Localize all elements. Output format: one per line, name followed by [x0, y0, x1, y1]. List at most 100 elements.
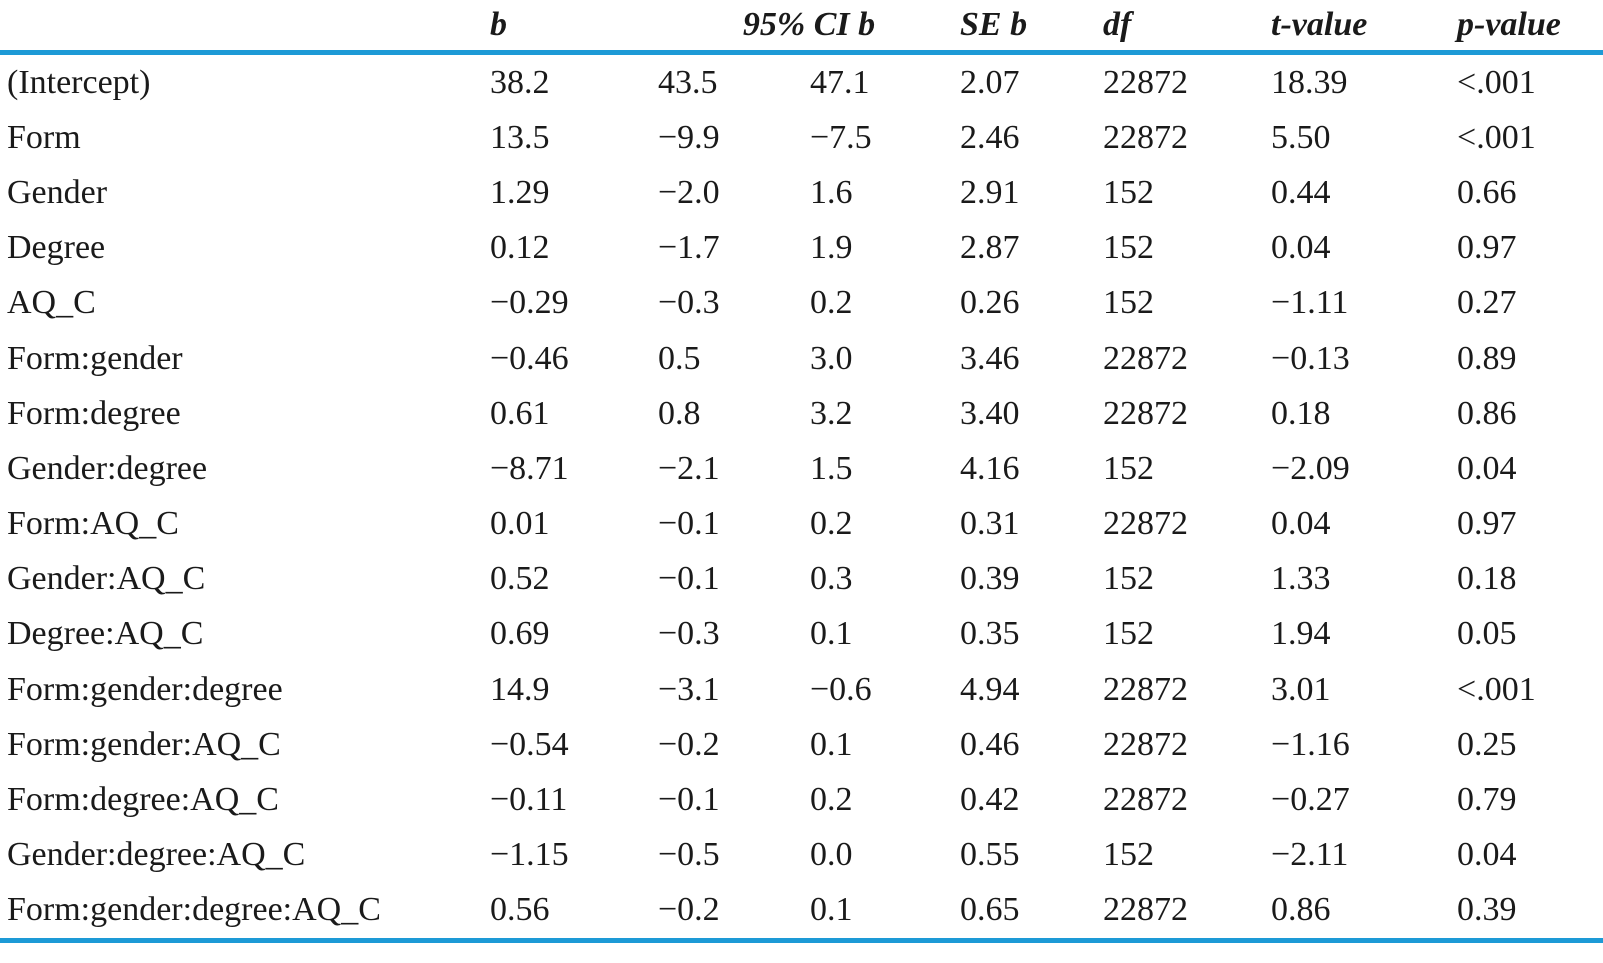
cell-df: 22872 [1103, 63, 1189, 101]
cell-p-value: 0.89 [1457, 339, 1517, 377]
cell-ci-lower: −0.1 [658, 560, 720, 598]
cell-term: Gender:degree:AQ_C [7, 836, 306, 874]
cell-b: 0.12 [490, 229, 550, 267]
table-row: Gender:degree:AQ_C −1.15 −0.5 0.0 0.55 152 −2.… [0, 828, 1603, 883]
cell-ci-upper: −7.5 [810, 118, 872, 156]
cell-p-value: 0.39 [1457, 882, 1603, 943]
cell-df: 152 [1103, 560, 1155, 598]
cell-df: 152 [1103, 615, 1155, 653]
cell-t-value: 0.04 [1271, 505, 1331, 543]
cell-ci-upper: 3.0 [810, 339, 853, 377]
cell-p-value: 0.27 [1457, 284, 1517, 322]
cell-se: 0.46 [960, 725, 1020, 763]
cell-df: 152 [1103, 173, 1155, 211]
table-row: Degree 0.12 −1.7 1.9 2.87 152 0.04 0.97 [0, 221, 1603, 276]
cell-b: −0.54 [490, 725, 569, 763]
cell-ci-lower: −0.2 [658, 725, 720, 763]
cell-ci-lower: 43.5 [658, 63, 718, 101]
cell-se: 3.46 [960, 339, 1020, 377]
cell-se: 0.65 [960, 882, 1104, 943]
cell-term: AQ_C [7, 284, 96, 322]
cell-b: 1.29 [490, 173, 550, 211]
cell-ci-upper: 47.1 [810, 63, 870, 101]
table-row: Form:gender:degree 14.9 −3.1 −0.6 4.94 22872 3… [0, 662, 1603, 717]
cell-term: Form [7, 118, 81, 156]
table-row: Form:gender:degree:AQ_C 0.56 −0.2 0.1 0.65 22… [0, 882, 1603, 943]
header-row: b 95% CI b SE b df t-value p-value [0, 0, 1603, 55]
table-row: Form 13.5 −9.9 −7.5 2.46 22872 5.50 <.001 [0, 110, 1603, 165]
table-row: Gender 1.29 −2.0 1.6 2.91 152 0.44 0.66 [0, 165, 1603, 220]
regression-coefficients-table: b 95% CI b SE b df t-value p-value (Inte… [0, 0, 1603, 943]
cell-t-value: 18.39 [1271, 63, 1348, 101]
cell-b: 0.01 [490, 505, 550, 543]
cell-df: 22872 [1103, 339, 1189, 377]
cell-term: Gender:degree [7, 449, 208, 487]
cell-se: 2.91 [960, 173, 1020, 211]
cell-ci-lower: −3.1 [658, 670, 720, 708]
cell-ci-upper: 0.3 [810, 560, 853, 598]
cell-term: Degree [7, 229, 106, 267]
cell-t-value: 0.18 [1271, 394, 1331, 432]
cell-term: (Intercept) [7, 63, 151, 101]
cell-term: Form:AQ_C [7, 505, 179, 543]
table-row: (Intercept) 38.2 43.5 47.1 2.07 22872 18.39 <.0… [0, 53, 1603, 111]
cell-term: Form:gender:degree [7, 670, 283, 708]
cell-p-value: 0.18 [1457, 560, 1517, 598]
cell-ci-lower: −0.1 [658, 505, 720, 543]
header-df: df [1103, 0, 1272, 55]
cell-ci-lower: −1.7 [658, 229, 720, 267]
table-row: AQ_C −0.29 −0.3 0.2 0.26 152 −1.11 0.27 [0, 276, 1603, 331]
cell-t-value: −1.16 [1271, 725, 1350, 763]
cell-t-value: 5.50 [1271, 118, 1331, 156]
cell-b: −0.46 [490, 339, 569, 377]
cell-se: 0.55 [960, 836, 1020, 874]
cell-b: 13.5 [490, 118, 550, 156]
cell-term: Form:degree [7, 394, 181, 432]
cell-p-value: 0.25 [1457, 725, 1517, 763]
cell-t-value: 1.33 [1271, 560, 1331, 598]
cell-ci-upper: 1.6 [810, 173, 853, 211]
cell-ci-upper: 3.2 [810, 394, 853, 432]
cell-p-value: 0.66 [1457, 173, 1517, 211]
cell-t-value: −1.11 [1271, 284, 1349, 322]
cell-term: Form:degree:AQ_C [7, 781, 279, 819]
cell-t-value: −0.27 [1271, 781, 1350, 819]
cell-df: 22872 [1103, 670, 1189, 708]
cell-p-value: 0.05 [1457, 615, 1517, 653]
cell-b: −8.71 [490, 449, 569, 487]
cell-se: 2.87 [960, 229, 1020, 267]
cell-ci-lower: −0.3 [658, 284, 720, 322]
cell-ci-lower: −9.9 [658, 118, 720, 156]
cell-se: 0.39 [960, 560, 1020, 598]
cell-ci-lower: −2.0 [658, 173, 720, 211]
table-row: Form:degree 0.61 0.8 3.2 3.40 22872 0.18 0.86 [0, 386, 1603, 441]
cell-term: Degree:AQ_C [7, 615, 204, 653]
table-row: Degree:AQ_C 0.69 −0.3 0.1 0.35 152 1.94 0.05 [0, 607, 1603, 662]
cell-ci-upper: 1.5 [810, 449, 853, 487]
cell-se: 2.46 [960, 118, 1020, 156]
cell-df: 22872 [1103, 118, 1189, 156]
cell-se: 4.16 [960, 449, 1020, 487]
table-row: Form:degree:AQ_C −0.11 −0.1 0.2 0.42 22872 −0.… [0, 772, 1603, 827]
cell-ci-upper: 1.9 [810, 229, 853, 267]
cell-ci-lower: −0.5 [658, 836, 720, 874]
header-ci: 95% CI b [658, 0, 961, 55]
cell-p-value: <.001 [1457, 670, 1536, 708]
cell-ci-upper: 0.2 [810, 505, 853, 543]
cell-b: −1.15 [490, 836, 569, 874]
cell-ci-upper: 0.2 [810, 284, 853, 322]
cell-se: 0.42 [960, 781, 1020, 819]
cell-b: 0.52 [490, 560, 550, 598]
cell-ci-lower: −0.1 [658, 781, 720, 819]
cell-p-value: 0.97 [1457, 505, 1517, 543]
cell-df: 152 [1103, 229, 1155, 267]
cell-b: −0.11 [490, 781, 568, 819]
cell-term: Form:gender:AQ_C [7, 725, 281, 763]
cell-ci-upper: 0.1 [810, 615, 853, 653]
cell-term: Gender [7, 173, 108, 211]
header-term [0, 0, 490, 55]
cell-df: 22872 [1103, 781, 1189, 819]
header-t-value: t-value [1271, 0, 1458, 55]
cell-t-value: 0.04 [1271, 229, 1331, 267]
